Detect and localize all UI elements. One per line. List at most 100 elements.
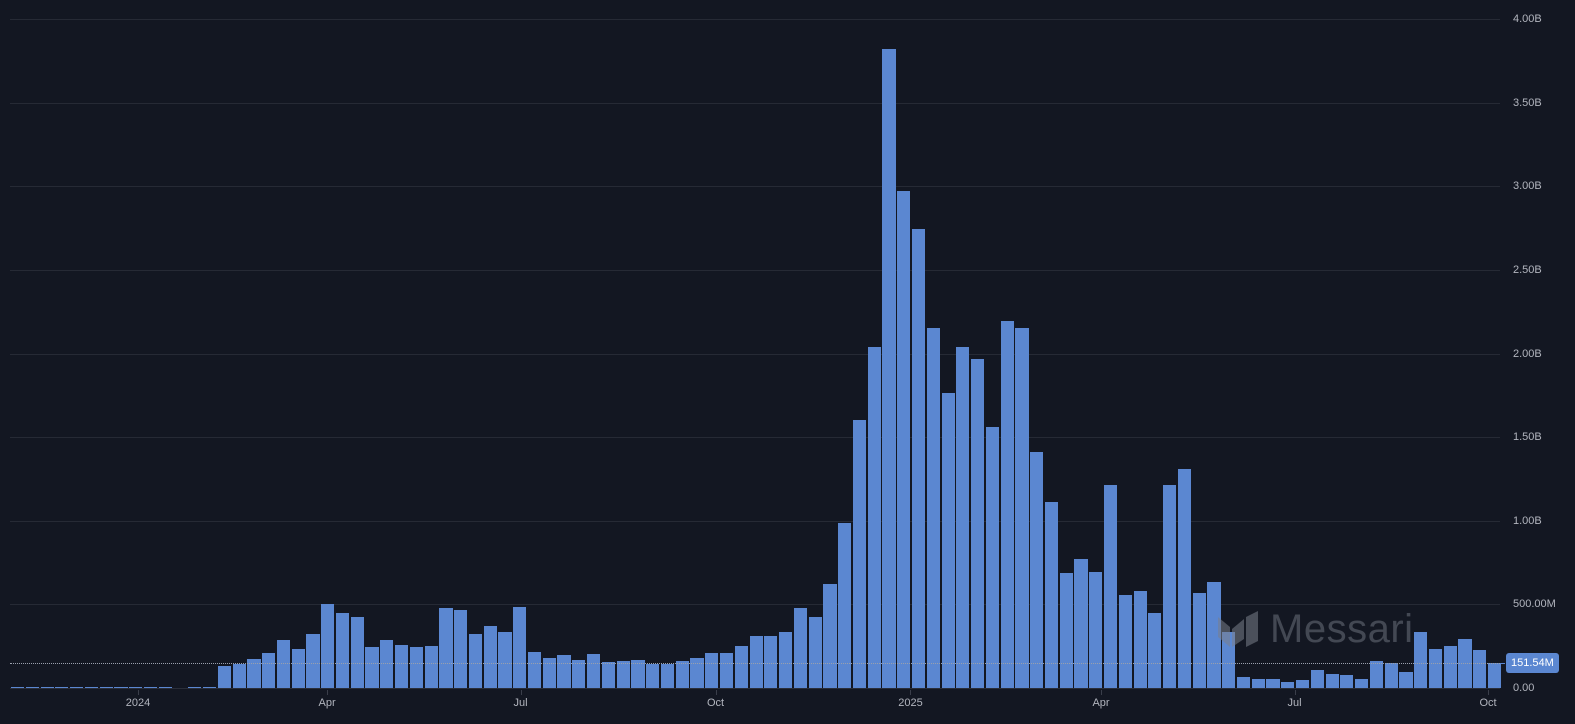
bar[interactable]	[1340, 674, 1354, 688]
bar[interactable]	[646, 663, 660, 688]
bar[interactable]	[143, 687, 158, 688]
bar[interactable]	[911, 229, 926, 688]
bar[interactable]	[114, 687, 128, 688]
bar[interactable]	[217, 665, 231, 688]
bar[interactable]	[468, 633, 483, 688]
bar[interactable]	[84, 687, 99, 688]
bar[interactable]	[793, 608, 807, 688]
bar[interactable]	[867, 346, 881, 688]
bar[interactable]	[483, 625, 497, 688]
bar[interactable]	[764, 635, 778, 688]
bar[interactable]	[306, 633, 320, 688]
bar[interactable]	[1384, 663, 1398, 688]
y-tick-label: 2.00B	[1513, 347, 1542, 360]
bar[interactable]	[1133, 590, 1147, 688]
bar[interactable]	[1074, 559, 1088, 688]
bar[interactable]	[587, 654, 601, 688]
bar[interactable]	[1281, 681, 1295, 688]
bar[interactable]	[70, 687, 84, 688]
bar[interactable]	[1059, 572, 1073, 688]
bar[interactable]	[1295, 679, 1310, 688]
bar[interactable]	[1207, 581, 1221, 688]
bar[interactable]	[734, 646, 748, 688]
bar[interactable]	[454, 610, 468, 688]
bar[interactable]	[1488, 662, 1502, 688]
bar[interactable]	[1310, 669, 1324, 688]
bar[interactable]	[25, 687, 39, 688]
bar[interactable]	[1325, 673, 1339, 688]
bar[interactable]	[1428, 649, 1443, 688]
bar[interactable]	[203, 687, 217, 688]
bar[interactable]	[262, 653, 276, 688]
bar[interactable]	[882, 49, 896, 688]
bar[interactable]	[350, 616, 364, 688]
bar[interactable]	[365, 647, 379, 688]
bar[interactable]	[823, 583, 837, 688]
bar[interactable]	[321, 604, 335, 688]
bar[interactable]	[616, 661, 630, 688]
bar[interactable]	[749, 635, 763, 688]
bar[interactable]	[11, 687, 25, 688]
bar[interactable]	[601, 662, 615, 688]
bar[interactable]	[852, 420, 867, 688]
bar[interactable]	[985, 426, 999, 688]
bar[interactable]	[705, 653, 719, 688]
bar[interactable]	[99, 687, 113, 688]
bar[interactable]	[1118, 595, 1132, 688]
bar[interactable]	[1236, 676, 1251, 688]
bar[interactable]	[926, 328, 940, 688]
bar[interactable]	[1089, 571, 1103, 688]
bar[interactable]	[40, 687, 54, 688]
bar[interactable]	[1030, 452, 1044, 688]
bar[interactable]	[1399, 671, 1413, 688]
bar[interactable]	[1266, 678, 1280, 688]
bar[interactable]	[1222, 631, 1236, 688]
bar[interactable]	[719, 653, 734, 688]
bar[interactable]	[1369, 661, 1384, 688]
bar[interactable]	[1251, 678, 1265, 688]
bar[interactable]	[232, 663, 246, 688]
bar[interactable]	[439, 608, 453, 688]
bar[interactable]	[956, 346, 970, 688]
bar[interactable]	[527, 652, 542, 688]
bar[interactable]	[897, 190, 911, 688]
bar[interactable]	[498, 631, 512, 688]
bar[interactable]	[129, 687, 143, 688]
bar[interactable]	[188, 687, 202, 688]
bar[interactable]	[1044, 502, 1059, 688]
bar[interactable]	[675, 661, 689, 688]
bar[interactable]	[779, 631, 793, 688]
bar[interactable]	[1473, 650, 1487, 688]
bar[interactable]	[1443, 646, 1457, 688]
bar[interactable]	[838, 522, 852, 688]
bar[interactable]	[1355, 678, 1369, 688]
bar[interactable]	[1015, 328, 1029, 688]
bar[interactable]	[660, 663, 675, 688]
bar[interactable]	[971, 359, 985, 688]
gridline	[10, 604, 1500, 605]
bar[interactable]	[409, 647, 423, 688]
bar[interactable]	[1177, 469, 1192, 688]
bar[interactable]	[542, 658, 556, 688]
bar[interactable]	[247, 659, 261, 688]
bar[interactable]	[158, 687, 172, 688]
bar[interactable]	[335, 613, 350, 688]
bar[interactable]	[395, 645, 409, 688]
bar[interactable]	[690, 658, 704, 688]
bar[interactable]	[291, 649, 305, 688]
bar[interactable]	[1103, 484, 1118, 688]
bar[interactable]	[941, 392, 955, 688]
bar[interactable]	[55, 687, 69, 688]
bar[interactable]	[557, 655, 571, 688]
bar[interactable]	[1163, 484, 1177, 688]
bar[interactable]	[1000, 321, 1014, 688]
bar[interactable]	[1192, 593, 1206, 688]
bar[interactable]	[424, 646, 438, 688]
bar[interactable]	[572, 660, 586, 688]
bar[interactable]	[1148, 613, 1162, 688]
bar[interactable]	[808, 616, 822, 688]
bar[interactable]	[631, 660, 645, 688]
bar[interactable]	[1414, 631, 1428, 688]
bar[interactable]	[513, 607, 527, 688]
